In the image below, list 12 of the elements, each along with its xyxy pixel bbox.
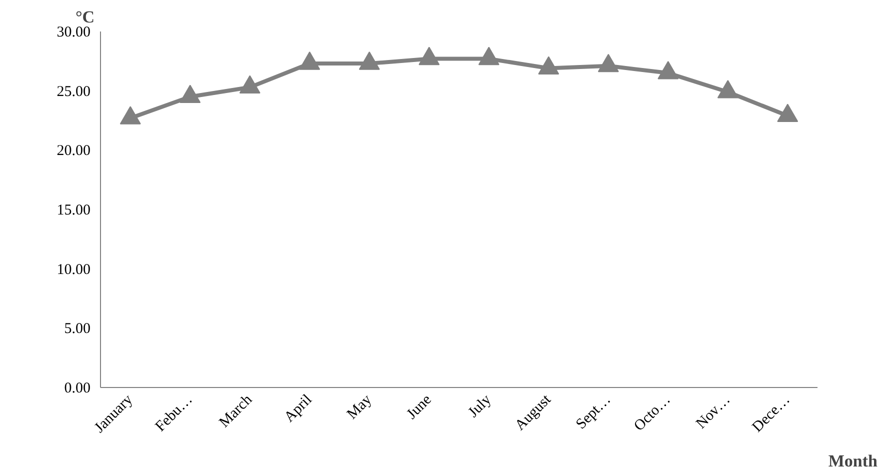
- x-axis-title: Month: [828, 452, 878, 470]
- y-tick-label: 20.00: [56, 143, 90, 160]
- y-tick-label: 10.00: [56, 262, 90, 278]
- y-tick-label: 30.00: [56, 24, 90, 40]
- y-tick-label: 5.00: [64, 321, 90, 338]
- y-tick-label: 25.00: [56, 84, 90, 100]
- x-tick-label: June: [404, 392, 436, 423]
- y-tick-label: 15.00: [56, 202, 90, 218]
- x-tick-label: May: [344, 391, 376, 423]
- y-axis-title: °C: [76, 8, 95, 26]
- y-tick-label: 0.00: [64, 380, 90, 396]
- x-tick-label: July: [466, 391, 495, 421]
